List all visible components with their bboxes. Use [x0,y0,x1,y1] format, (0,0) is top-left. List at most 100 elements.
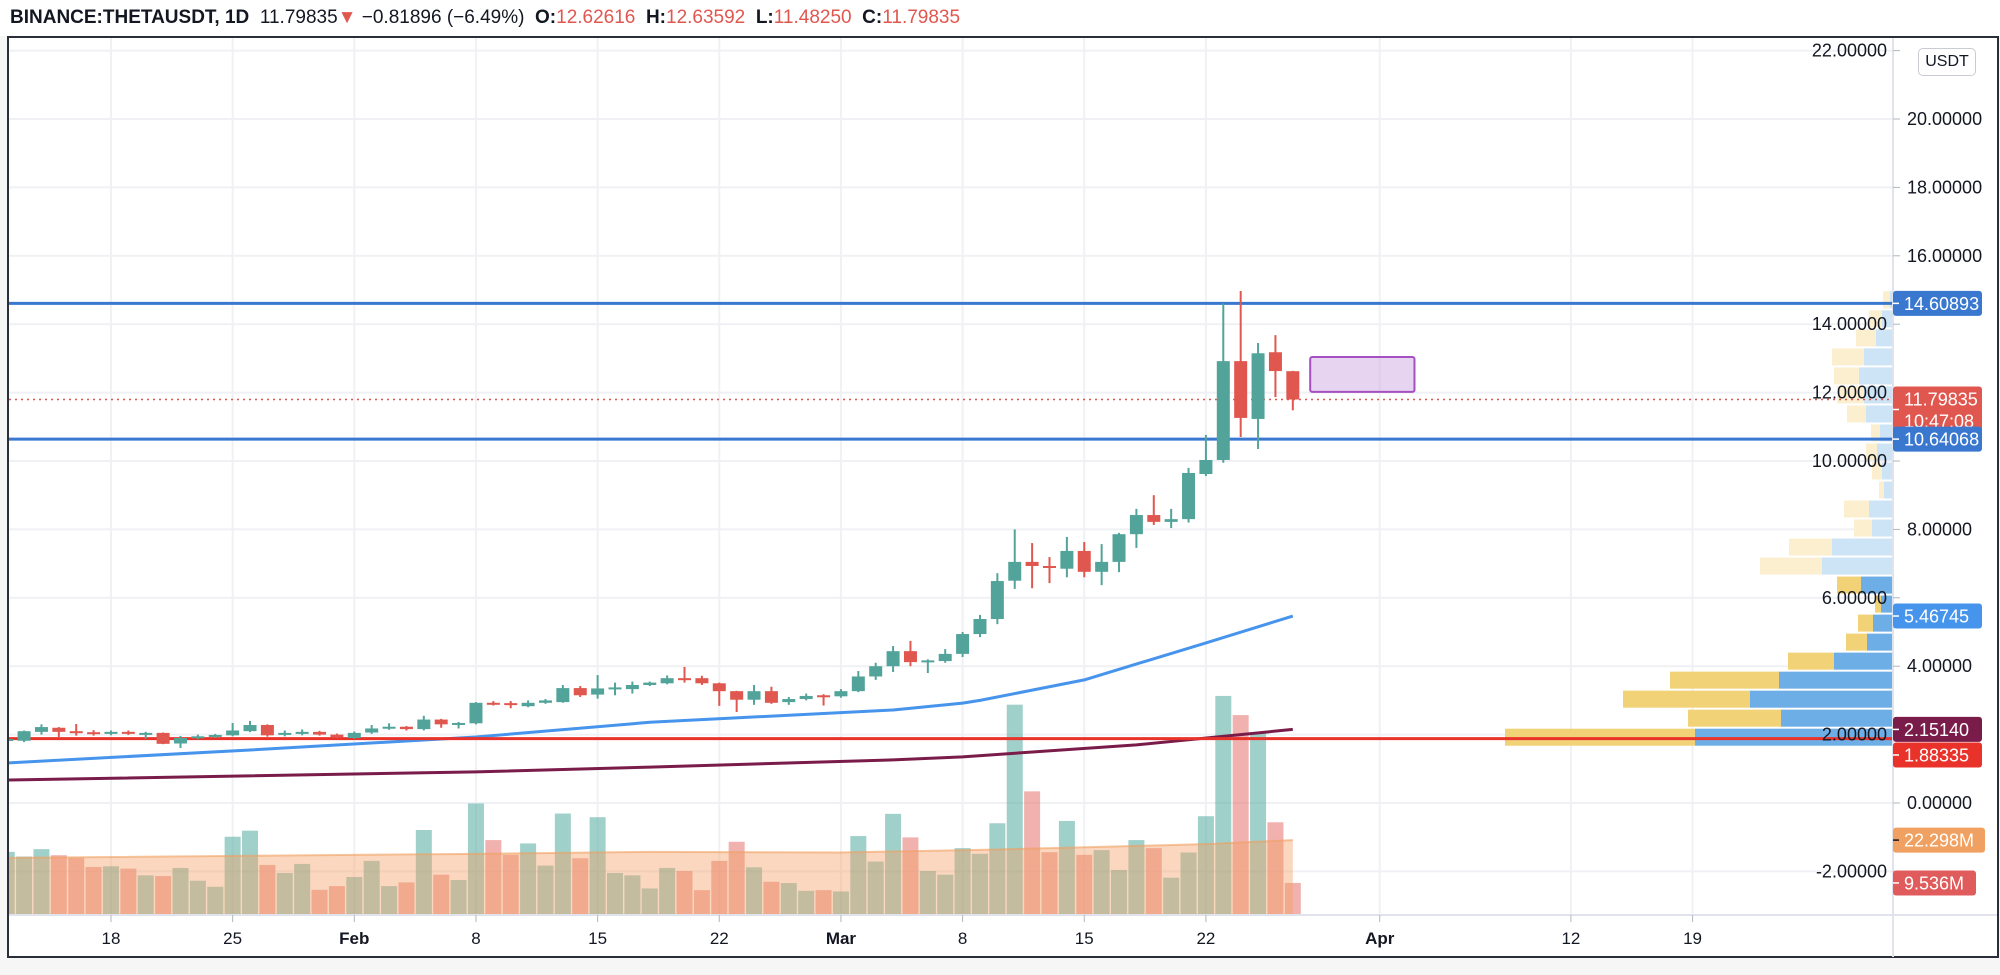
candle-body [9,739,14,742]
volume-profile-down [1856,329,1876,347]
main-pane[interactable] [0,291,1893,915]
volume-bar [763,881,780,915]
volume-profile-up [1864,348,1893,366]
candle-body [226,730,240,736]
price-tick-label: 4.00000 [1907,656,1972,676]
volume-profile-up [1876,329,1893,347]
ma-slow-label-text: 2.15140 [1904,720,1969,740]
ma-slow-label: 2.15140 [1893,716,1982,742]
price-tick-label: 8.00000 [1907,519,1972,539]
volume-ma-line [9,839,1293,859]
candle-body [538,700,552,703]
candle-body [730,691,744,700]
candle-body [504,703,518,706]
candle-body [556,688,570,703]
ma-slow-label-bg [1893,716,1982,742]
volume-bar [242,830,259,915]
volume-bar [85,866,102,915]
candle-body [1234,361,1248,418]
volume-profile-down [1875,595,1881,613]
candle-body [625,685,639,690]
volume-profile-down [1869,310,1882,328]
price-tick-label: 2.00000 [1822,725,1887,745]
time-tick-label: Feb [339,929,369,948]
volume-bar [1267,822,1284,915]
open-value: 12.62616 [556,7,636,28]
volume-bar [1180,852,1197,915]
volume-profile [1505,291,1893,746]
volume-bar [919,870,936,915]
candle-body [660,678,674,684]
volume-bar [728,841,745,915]
volume-profile-down [1834,367,1859,385]
candle-body [1216,361,1230,460]
volume-bar [328,886,345,915]
candle-body [452,722,466,725]
time-axis[interactable]: 18 25 Feb 8 15 22 Mar 8 15 22 Apr 12 19 [102,915,1703,948]
volume-bar [607,873,623,915]
candle-body [365,728,379,733]
high-value: 12.63592 [666,7,746,28]
candle-body [712,683,726,692]
volume-profile-up [1859,367,1893,385]
price-tick-label: -2.00000 [1816,861,1887,881]
volume-profile-up [1822,557,1893,575]
horizontal-lines[interactable] [9,301,1893,741]
candle-body [399,726,413,730]
candle-body [1129,515,1143,535]
last-price-label-text: 10:47:08 [1904,411,1974,431]
candle-body [243,725,257,732]
volume-bar [1197,816,1214,915]
volume-profile-up [1781,709,1893,727]
ma-fast-label: 5.46745 [1893,603,1982,629]
volume-bar [1284,882,1301,915]
volume-bar [415,829,432,915]
volume-bar [867,861,884,915]
volume-bar [172,867,189,915]
volume-profile-down [1760,557,1822,575]
candle-body [903,651,917,663]
candle-body [330,734,344,738]
price-axis[interactable]: 22.00000 20.00000 18.00000 16.00000 14.00000… [1812,41,1982,882]
level-label: 14.60893 [1893,290,1982,316]
low-value: 11.48250 [773,7,852,28]
volume-bar [363,860,380,915]
time-tick-label: 19 [1683,929,1702,948]
volume-bar [120,868,137,915]
volume-bar [259,864,276,915]
symbol-title[interactable]: BINANCE:THETAUSDT, 1D [10,7,250,28]
rectangle-drawing[interactable] [1309,356,1416,393]
candle-body [1077,550,1091,572]
candle-body [591,688,605,695]
volume-ma-area [9,840,1293,915]
currency-button[interactable]: USDT [1918,48,1976,76]
level-label-text: 14.60893 [1904,294,1979,314]
volume-bar [937,874,954,915]
volume-bar [1163,877,1180,915]
moving-averages [9,614,1294,782]
candle-body [382,726,396,729]
volume-bar [554,813,571,915]
time-tick-label: Mar [826,929,857,948]
volume-ma-label-text: 22.298M [1904,831,1974,851]
candle-body [295,731,309,734]
volume-bar [693,890,710,915]
candle-body [990,581,1004,620]
volume-bar [572,858,589,915]
candle-body [121,731,135,734]
ma-fast-line [9,614,1294,765]
volume-bar [1145,848,1162,915]
volume-profile-up [1873,614,1893,632]
symbol-header: BINANCE:THETAUSDT, 1D 11.79835▼ −0.81896… [10,4,2000,32]
volume-bar [50,855,67,915]
price-tick-label: 16.00000 [1907,246,1982,266]
candle-body [817,695,831,698]
volume-profile-down [1847,405,1866,423]
time-tick-label: 22 [1196,929,1215,948]
candle-body [1182,472,1196,520]
time-tick-label: 8 [958,929,967,948]
volume-bar [311,889,328,915]
candle-body [886,651,900,667]
volume-bar [381,886,398,915]
